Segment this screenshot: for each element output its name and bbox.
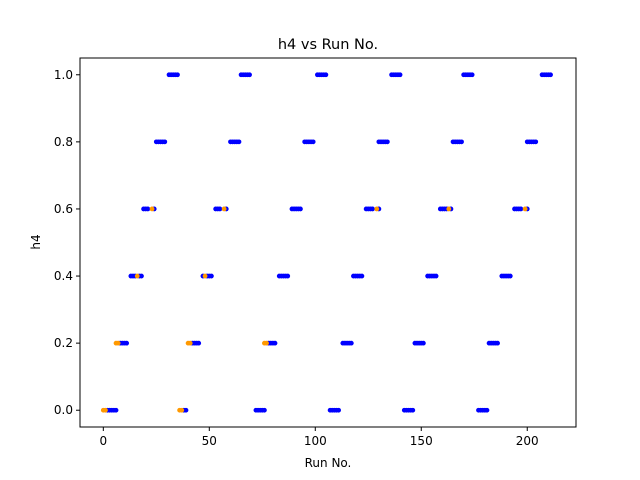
data-point <box>217 206 223 212</box>
data-point <box>348 340 354 346</box>
data-point <box>103 407 108 413</box>
data-point <box>446 206 452 212</box>
y-tick-label: 0.8 <box>54 135 73 149</box>
data-point <box>336 407 341 413</box>
data-point <box>285 273 291 279</box>
data-point <box>410 407 416 413</box>
data-point <box>298 206 303 212</box>
points-layer <box>100 72 553 413</box>
data-point <box>323 72 329 78</box>
data-point <box>262 407 267 413</box>
data-point <box>196 340 202 346</box>
data-point <box>162 139 168 145</box>
data-point <box>533 139 539 145</box>
data-point <box>484 407 490 413</box>
data-point <box>113 407 119 413</box>
data-point <box>433 273 439 279</box>
data-point <box>507 273 513 279</box>
chart-title: h4 vs Run No. <box>278 37 378 53</box>
x-tick-label: 0 <box>99 434 107 448</box>
data-point <box>183 407 189 413</box>
x-tick-label: 150 <box>410 434 433 448</box>
x-tick-label: 100 <box>304 434 327 448</box>
data-point <box>359 273 365 279</box>
data-point <box>469 72 475 78</box>
data-point <box>209 273 214 279</box>
x-axis-label: Run No. <box>305 456 352 470</box>
data-point <box>175 72 180 78</box>
y-tick-label: 0.0 <box>54 403 73 417</box>
data-point <box>139 273 144 279</box>
data-point <box>370 206 375 212</box>
data-point <box>124 340 130 346</box>
plot-frame <box>79 57 577 428</box>
data-point <box>134 273 140 279</box>
data-point <box>420 340 426 346</box>
data-point <box>397 72 403 78</box>
data-point <box>384 139 390 145</box>
data-point <box>187 340 193 346</box>
x-tick-label: 200 <box>516 434 539 448</box>
data-point <box>518 206 524 212</box>
y-axis-label: h4 <box>29 234 43 249</box>
y-axis: 0.0 0.2 0.4 0.6 0.8 1.0 <box>54 68 80 417</box>
data-point <box>221 206 227 212</box>
data-point <box>548 72 553 78</box>
data-point <box>115 340 121 346</box>
data-point <box>236 139 242 145</box>
data-point <box>264 340 269 346</box>
data-point <box>522 206 528 212</box>
data-point <box>179 407 185 413</box>
data-point <box>272 340 278 346</box>
data-point <box>202 273 208 279</box>
data-point <box>495 340 500 346</box>
data-point <box>247 72 252 78</box>
y-tick-label: 0.2 <box>54 336 73 350</box>
y-tick-label: 1.0 <box>54 68 73 82</box>
data-point <box>145 206 151 212</box>
x-tick-label: 50 <box>202 434 217 448</box>
x-axis: 0 50 100 150 200 <box>99 427 539 448</box>
data-point <box>310 139 316 145</box>
y-tick-label: 0.6 <box>54 202 73 216</box>
data-point <box>459 139 464 145</box>
y-tick-label: 0.4 <box>54 269 73 283</box>
data-point <box>149 206 155 212</box>
data-point <box>374 206 380 212</box>
